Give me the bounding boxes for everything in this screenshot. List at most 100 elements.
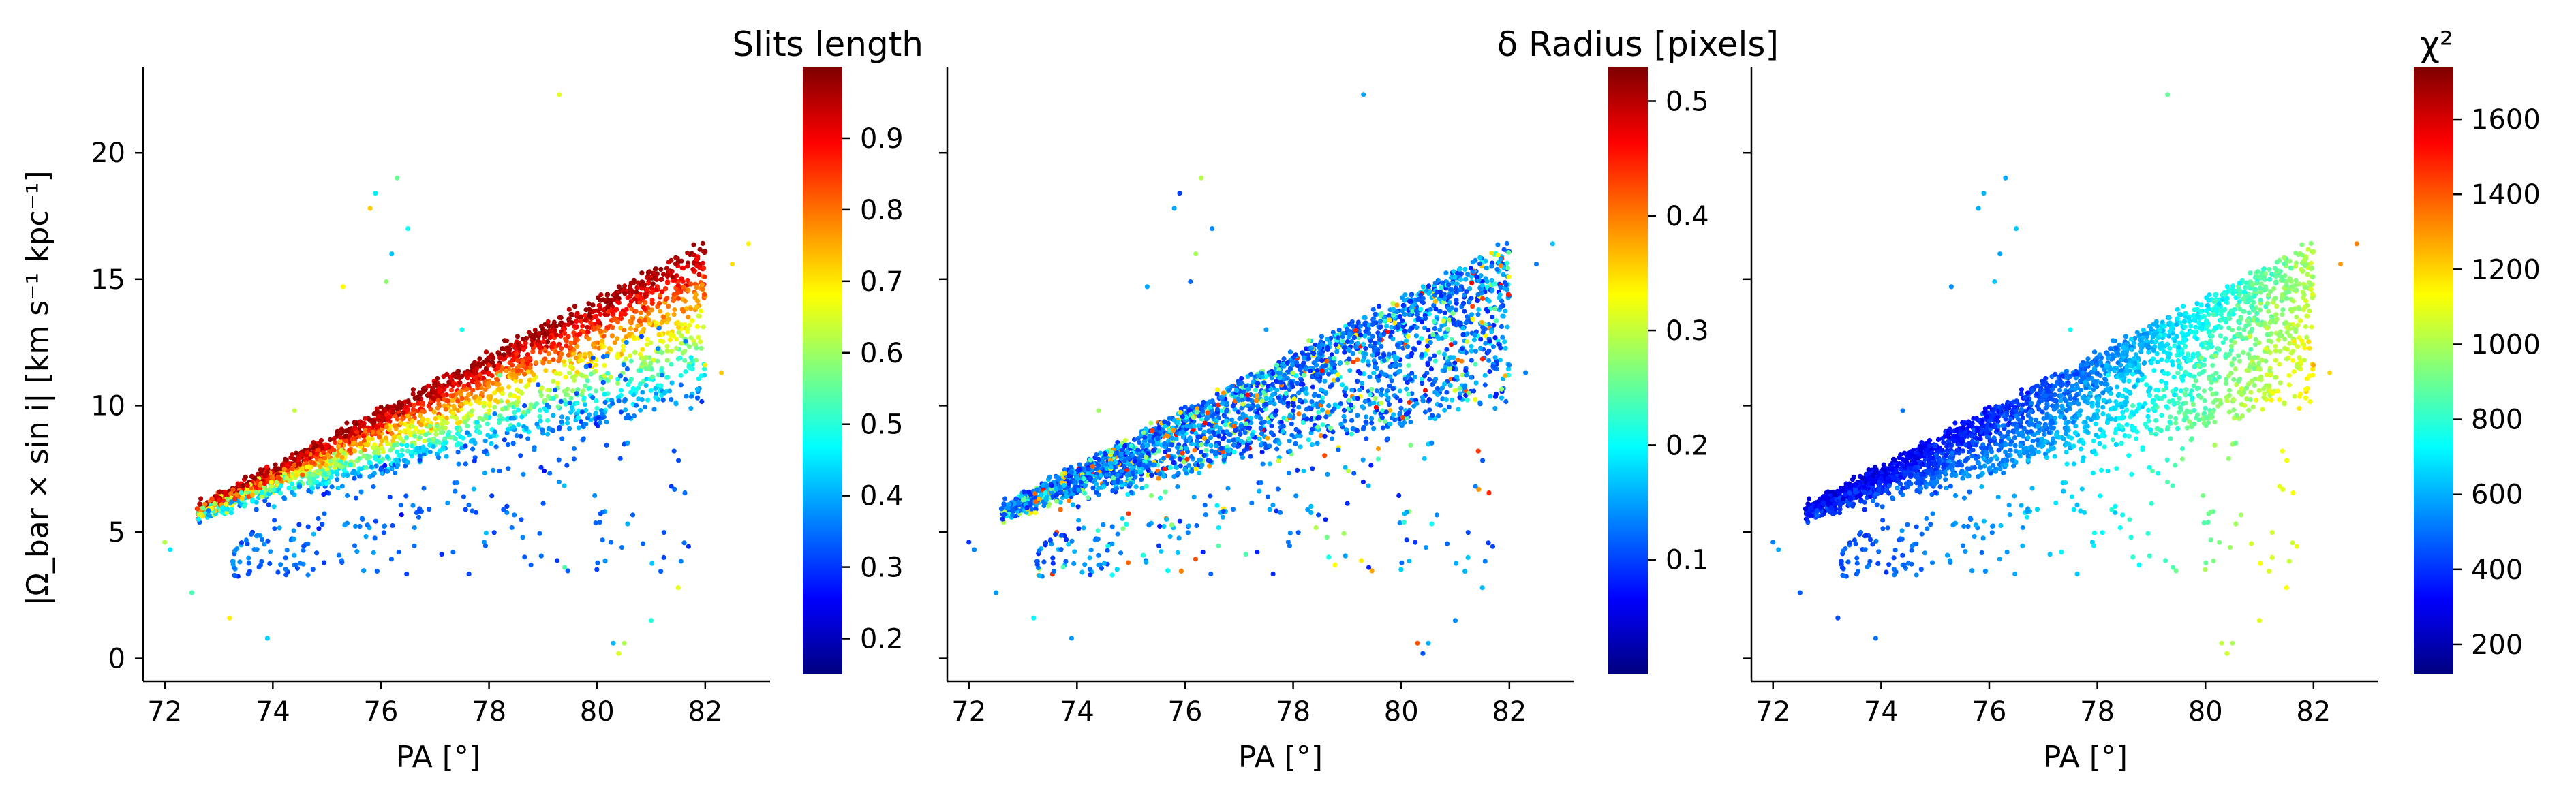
scatter-point bbox=[336, 443, 341, 449]
scatter-point bbox=[649, 561, 655, 566]
scatter-point bbox=[700, 260, 705, 266]
scatter-point bbox=[1293, 441, 1298, 446]
scatter-point bbox=[1480, 296, 1486, 301]
scatter-point bbox=[569, 405, 575, 410]
scatter-point bbox=[645, 337, 650, 342]
scatter-point bbox=[1501, 247, 1507, 252]
scatter-point bbox=[1426, 291, 1432, 296]
scatter-point bbox=[629, 307, 634, 312]
scatter-point bbox=[1376, 304, 1382, 309]
scatter-point bbox=[1441, 318, 1446, 324]
scatter-point bbox=[549, 344, 555, 349]
scatter-point bbox=[629, 377, 634, 382]
scatter-point bbox=[608, 375, 613, 380]
scatter-point bbox=[565, 420, 570, 426]
scatter-point bbox=[405, 448, 410, 454]
scatter-point bbox=[304, 465, 309, 470]
scatter-point bbox=[358, 449, 364, 455]
scatter-point bbox=[615, 381, 621, 386]
scatter-point bbox=[658, 266, 664, 272]
scatter-point bbox=[200, 505, 206, 511]
scatter-point bbox=[450, 380, 457, 386]
scatter-point bbox=[633, 327, 639, 332]
scatter-point bbox=[651, 357, 656, 363]
scatter-point bbox=[1492, 281, 1498, 287]
scatter-point bbox=[1398, 398, 1403, 404]
scatter-point bbox=[1385, 388, 1390, 394]
scatter-point bbox=[232, 496, 238, 502]
scatter-point bbox=[1440, 385, 1445, 390]
scatter-point bbox=[247, 569, 253, 574]
scatter-points bbox=[162, 92, 751, 656]
scatter-point bbox=[489, 352, 494, 358]
scatter-point bbox=[461, 384, 467, 389]
scatter-point bbox=[198, 496, 204, 501]
scatter-point bbox=[664, 343, 670, 349]
scatter-point bbox=[311, 477, 316, 482]
scatter-point bbox=[523, 341, 528, 346]
scatter-point bbox=[683, 369, 688, 375]
scatter-point bbox=[628, 326, 634, 331]
scatter-point bbox=[406, 429, 412, 435]
scatter-point bbox=[497, 373, 503, 378]
scatter-point bbox=[685, 329, 690, 334]
scatter-point bbox=[682, 490, 688, 496]
scatter-point bbox=[577, 331, 583, 337]
scatter-point bbox=[578, 419, 584, 424]
scatter-point bbox=[576, 425, 582, 431]
scatter-point bbox=[194, 506, 200, 512]
scatter-point bbox=[639, 270, 645, 276]
scatter-point bbox=[549, 328, 554, 333]
scatter-point bbox=[510, 368, 516, 373]
scatter-point bbox=[1318, 351, 1323, 356]
scatter-point bbox=[673, 261, 679, 266]
scatter-point bbox=[389, 466, 395, 471]
scatter-point bbox=[1471, 388, 1477, 394]
scatter-point bbox=[654, 391, 659, 396]
scatter-point bbox=[598, 328, 604, 334]
scatter-point bbox=[585, 378, 590, 384]
scatter-point bbox=[566, 307, 572, 312]
scatter-point bbox=[388, 557, 395, 562]
scatter-point bbox=[395, 462, 401, 468]
scatter-point bbox=[1349, 418, 1355, 423]
scatter-point bbox=[1335, 335, 1341, 341]
scatter-point bbox=[686, 364, 692, 369]
scatter-point bbox=[541, 468, 547, 474]
scatter-point bbox=[322, 456, 328, 461]
scatter-point bbox=[550, 428, 556, 433]
scatter-point bbox=[196, 516, 201, 522]
scatter-point bbox=[664, 375, 670, 380]
scatter-point bbox=[555, 558, 560, 563]
scatter-point bbox=[254, 547, 260, 552]
scatter-point bbox=[232, 548, 238, 554]
scatter-point bbox=[408, 402, 414, 407]
scatter-point bbox=[1148, 420, 1154, 426]
scatter-point bbox=[1341, 413, 1347, 419]
scatter-point bbox=[1067, 498, 1072, 503]
scatter-point bbox=[454, 425, 459, 431]
scatter-point bbox=[587, 307, 592, 312]
scatter-point bbox=[370, 445, 376, 450]
scatter-point bbox=[385, 404, 390, 409]
scatter-point bbox=[551, 396, 556, 401]
scatter-point bbox=[1090, 485, 1096, 490]
scatter-point bbox=[547, 471, 553, 476]
scatter-point bbox=[363, 534, 369, 540]
scatter-point bbox=[474, 420, 480, 425]
scatter-point bbox=[1139, 477, 1144, 482]
scatter-point bbox=[246, 561, 251, 566]
scatter-point bbox=[1503, 282, 1509, 287]
scatter-point bbox=[1424, 343, 1430, 349]
scatter-point bbox=[604, 298, 610, 304]
scatter-point bbox=[1349, 388, 1355, 393]
scatter-point bbox=[1432, 326, 1437, 331]
scatter-point bbox=[521, 409, 526, 415]
scatter-point bbox=[594, 398, 599, 404]
scatter-point bbox=[658, 569, 664, 574]
scatter-point bbox=[1197, 470, 1202, 476]
scatter-point bbox=[206, 508, 211, 514]
scatter-point bbox=[449, 388, 455, 393]
scatter-point bbox=[305, 572, 311, 578]
scatter-point bbox=[450, 398, 455, 403]
